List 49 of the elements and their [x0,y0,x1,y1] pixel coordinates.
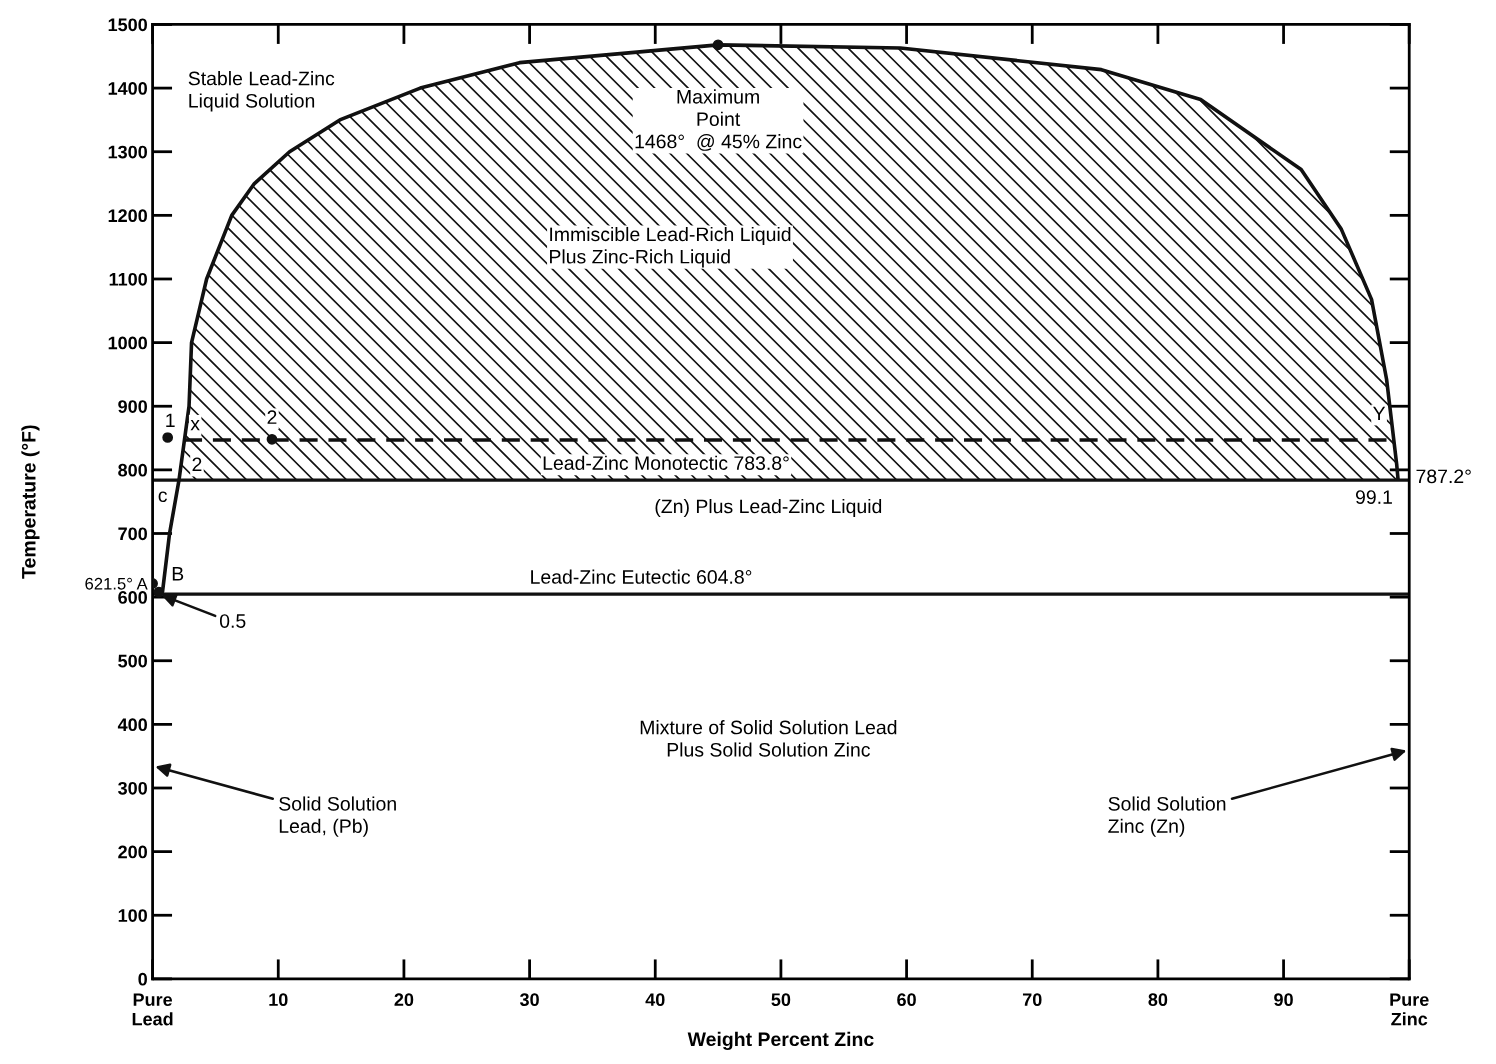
annotation: 2 [267,410,277,424]
x-tick-label: 60 [897,993,916,1007]
y-tick-label: 1100 [109,272,147,286]
x-tick-label: Pure Lead [132,993,173,1026]
annotation: Y [1373,406,1386,421]
ref-line-label: Lead-Zinc Monotectic 783.8° [543,455,789,470]
x-tick-label: 50 [771,993,791,1007]
x-tick-label: Pure Zinc [1390,993,1429,1026]
annotation: x [190,420,200,431]
annotation: 1 [166,413,175,428]
y-tick-label: 300 [118,781,147,795]
annotation: Maximum Point 1468° @ 45% Zinc [635,89,802,151]
x-tick-label: 40 [645,993,665,1007]
y-tick-label: 1300 [108,145,147,159]
y-tick-label: 500 [118,654,147,668]
annotation: Solid Solution Lead, (Pb) [279,796,396,837]
annotation: 2 [192,457,202,472]
annotation: B [172,567,184,581]
x-tick-label: 90 [1274,993,1293,1007]
annotation: c [158,491,167,503]
y-axis-title: Temperature (°F) [21,425,40,579]
y-tick-label: 1200 [108,209,147,223]
annotation: 0.5 [219,614,246,628]
y-tick-label: 1000 [108,336,147,350]
annotation: (Zn) Plus Lead-Zinc Liquid [655,498,882,518]
y-tick-label: 1400 [108,82,147,95]
annotation: 787.2° [1416,469,1471,484]
y-tick-label: 400 [117,718,147,732]
y-tick-label: 621.5° A [85,577,148,590]
y-tick-label: 600 [118,591,147,604]
y-tick-label: 100 [118,909,147,922]
annotation: Solid Solution Zinc (Zn) [1108,796,1226,837]
x-tick-label: 80 [1148,993,1168,1007]
y-tick-label: 900 [118,400,147,413]
y-tick-label: 1500 [108,18,147,32]
y-tick-label: 200 [118,845,147,859]
x-axis-title: Weight Percent Zinc [687,1031,874,1051]
annotation: Mixture of Solid Solution Lead Plus Solid Solution Zinc [640,720,897,757]
annotation: Stable Lead-Zinc Liquid Solution [188,71,335,112]
ref-line-label: Lead-Zinc Eutectic 604.8° [531,569,752,584]
annotation: 99.1 [1355,490,1392,504]
y-tick-label: 0 [138,972,147,986]
x-tick-label: 20 [394,993,414,1007]
annotation: Immiscible Lead-Rich Liquid Plus Zinc-Rich Liquid [550,226,791,268]
y-tick-label: 800 [118,463,147,477]
x-tick-label: 30 [519,993,539,1007]
y-tick-label: 700 [118,527,147,541]
x-tick-label: 10 [269,993,288,1007]
x-tick-label: 70 [1022,993,1042,1007]
